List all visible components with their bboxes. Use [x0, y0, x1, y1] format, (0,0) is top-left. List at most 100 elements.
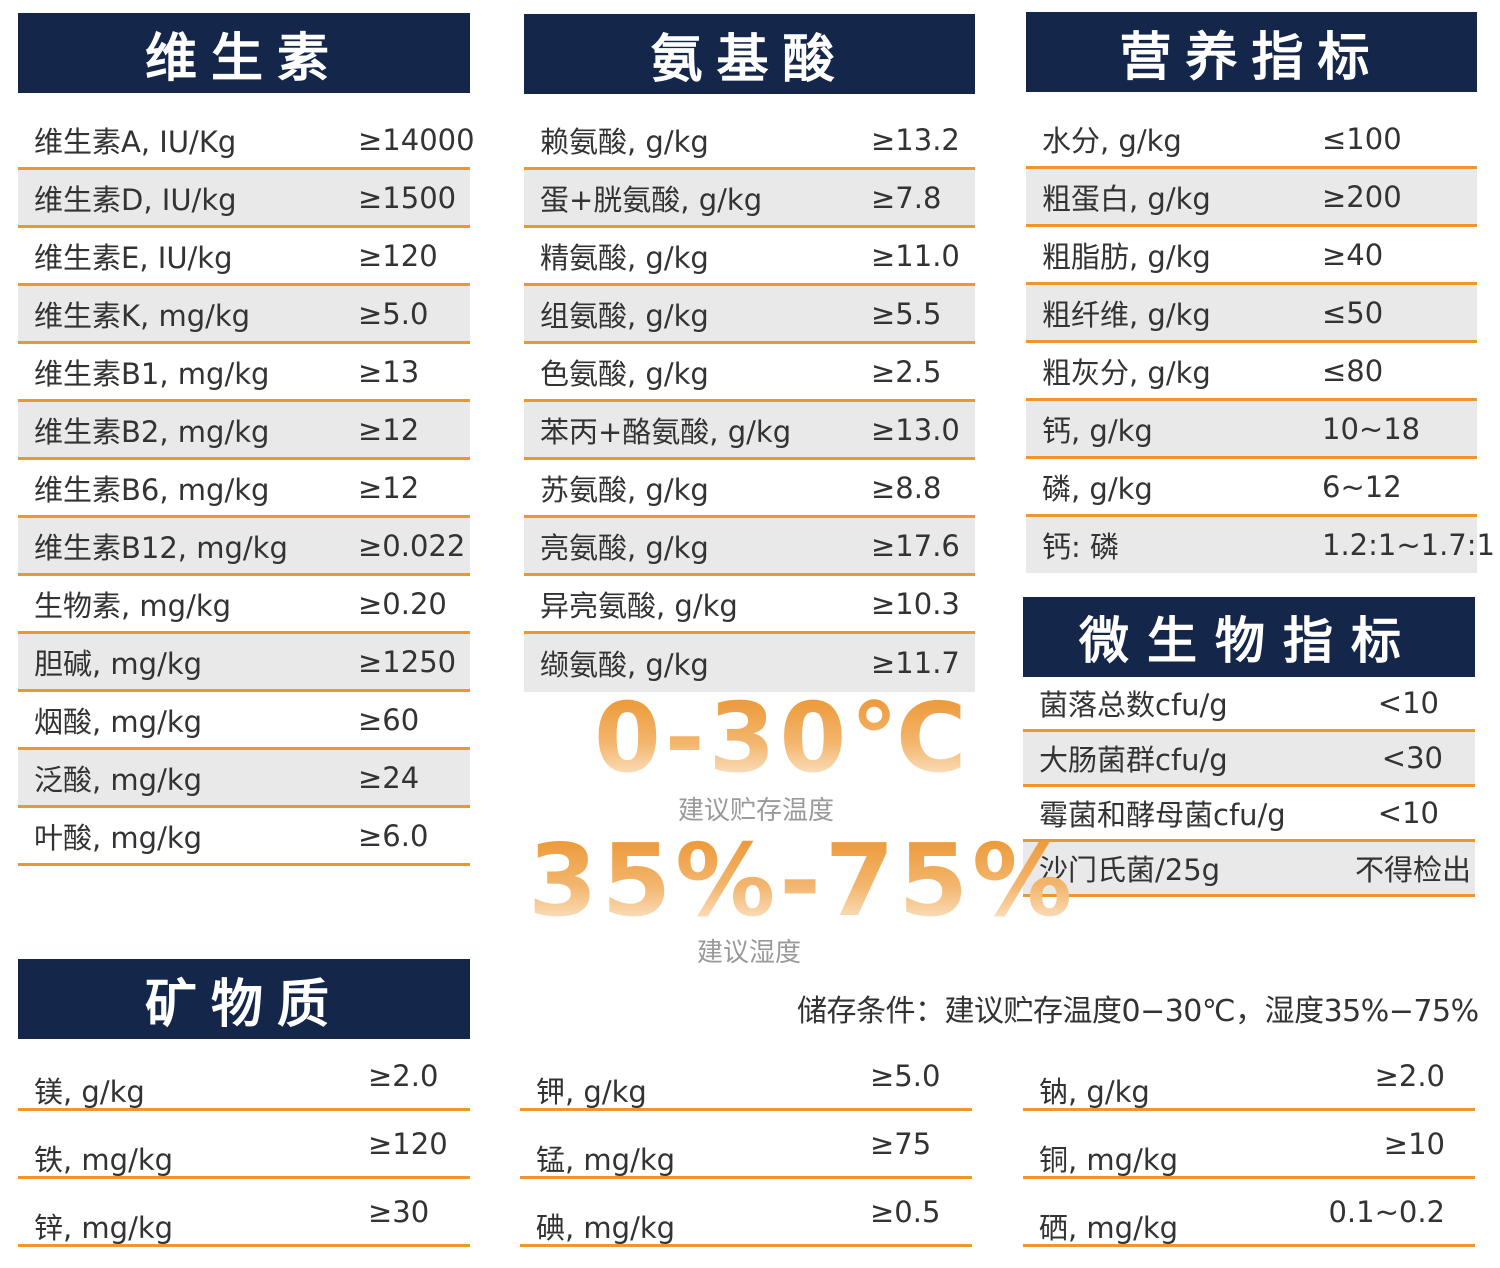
- row-label: 维生素A, IU/Kg: [34, 124, 237, 159]
- microbial-header: 微生物指标: [1023, 597, 1475, 677]
- table-row: 亮氨酸, g/kg ≥17.6: [524, 518, 975, 576]
- row-label: 维生素K, mg/kg: [34, 298, 251, 333]
- minerals-column-2: 钾, g/kg ≥5.0 锰, mg/kg ≥75 碘, mg/kg ≥0.5: [520, 1043, 972, 1247]
- amino-acids-panel: 氨基酸 赖氨酸, g/kg ≥13.2 蛋+胱氨酸, g/kg ≥7.8 精氨酸, …: [524, 14, 975, 692]
- row-value: ≥7.8: [871, 180, 942, 215]
- row-label: 维生素B2, mg/kg: [34, 414, 270, 449]
- row-value: ≥17.6: [871, 528, 960, 563]
- minerals-column-1: 镁, g/kg ≥2.0 铁, mg/kg ≥120 锌, mg/kg ≥30: [18, 1043, 470, 1247]
- row-value: ≥5.0: [358, 296, 429, 331]
- table-row: 维生素B6, mg/kg ≥12: [18, 460, 470, 518]
- row-label: 苏氨酸, g/kg: [540, 472, 709, 507]
- table-row: 钾, g/kg ≥5.0: [520, 1043, 972, 1111]
- table-row: 钠, g/kg ≥2.0: [1023, 1043, 1475, 1111]
- row-value: ≤100: [1322, 121, 1402, 156]
- temperature-caption: 建议贮存温度: [678, 796, 835, 826]
- table-row: 霉菌和酵母菌cfu/g <10: [1023, 787, 1475, 842]
- table-row: 维生素B1, mg/kg ≥13: [18, 344, 470, 402]
- row-label: 粗蛋白, g/kg: [1042, 181, 1211, 216]
- row-label: 钠, g/kg: [1039, 1075, 1150, 1109]
- row-value: ≥13.2: [871, 122, 960, 157]
- table-row: 硒, mg/kg 0.1~0.2: [1023, 1179, 1475, 1247]
- row-label: 苯丙+酪氨酸, g/kg: [540, 414, 792, 449]
- row-value: 10~18: [1322, 411, 1421, 446]
- vitamins-header: 维生素: [18, 13, 470, 93]
- table-row: 粗灰分, g/kg ≤80: [1026, 343, 1477, 401]
- table-row: 组氨酸, g/kg ≥5.5: [524, 286, 975, 344]
- microbial-table: 菌落总数cfu/g <10 大肠菌群cfu/g <30 霉菌和酵母菌cfu/g <10…: [1023, 677, 1475, 897]
- minerals-panel: 矿物质: [18, 959, 470, 1039]
- row-label: 锌, mg/kg: [34, 1211, 174, 1245]
- row-label: 钙: 磷: [1042, 530, 1119, 564]
- table-row: 赖氨酸, g/kg ≥13.2: [524, 112, 975, 170]
- humidity-caption: 建议湿度: [697, 938, 802, 968]
- row-value: ≥13.0: [871, 412, 960, 447]
- table-row: 色氨酸, g/kg ≥2.5: [524, 344, 975, 402]
- minerals-column-3: 钠, g/kg ≥2.0 铜, mg/kg ≥10 硒, mg/kg 0.1~0.2: [1023, 1043, 1475, 1247]
- nutrition-table: 水分, g/kg ≤100 粗蛋白, g/kg ≥200 粗脂肪, g/kg ≥40 …: [1026, 111, 1495, 573]
- table-row: 叶酸, mg/kg ≥6.0: [18, 808, 470, 866]
- table-row: 碘, mg/kg ≥0.5: [520, 1179, 972, 1247]
- row-label: 组氨酸, g/kg: [540, 298, 709, 333]
- row-label: 镁, g/kg: [34, 1075, 145, 1109]
- row-value: ≥120: [368, 1126, 448, 1161]
- table-row: 钙: 磷 1.2:1~1.7:1: [1026, 517, 1495, 573]
- row-value: ≥6.0: [358, 818, 429, 853]
- row-value: ≥0.022: [358, 528, 466, 563]
- table-row: 锌, mg/kg ≥30: [18, 1179, 470, 1247]
- row-value: <10: [1377, 796, 1439, 830]
- table-row: 维生素K, mg/kg ≥5.0: [18, 286, 470, 344]
- row-value: ≥30: [368, 1194, 430, 1229]
- table-row: 苯丙+酪氨酸, g/kg ≥13.0: [524, 402, 975, 460]
- table-row: 镁, g/kg ≥2.0: [18, 1043, 470, 1111]
- row-label: 粗灰分, g/kg: [1042, 355, 1211, 390]
- row-value: ≥60: [358, 702, 420, 737]
- row-label: 菌落总数cfu/g: [1039, 688, 1228, 722]
- row-label: 蛋+胱氨酸, g/kg: [540, 182, 763, 217]
- row-label: 维生素B1, mg/kg: [34, 356, 270, 391]
- row-value: ≥5.0: [870, 1058, 941, 1093]
- row-value: ≥14000: [358, 122, 475, 157]
- row-label: 叶酸, mg/kg: [34, 820, 203, 855]
- row-value: ≥0.5: [870, 1194, 941, 1229]
- row-label: 胆碱, mg/kg: [34, 646, 203, 681]
- row-value: ≥5.5: [871, 296, 942, 331]
- row-value: 0.1~0.2: [1328, 1194, 1445, 1229]
- row-value: ≥0.20: [358, 586, 447, 621]
- table-row: 异亮氨酸, g/kg ≥10.3: [524, 576, 975, 634]
- row-value: 1.2:1~1.7:1: [1322, 528, 1495, 562]
- row-value: ≥2.0: [368, 1058, 439, 1093]
- table-row: 磷, g/kg 6~12: [1026, 459, 1477, 517]
- row-value: ≥8.8: [871, 470, 942, 505]
- row-value: ≥1250: [358, 644, 457, 679]
- table-row: 缬氨酸, g/kg ≥11.7: [524, 634, 975, 692]
- storage-conditions-note: 储存条件：建议贮存温度0−30℃，湿度35%−75%: [797, 994, 1479, 1029]
- humidity-range: 35%-75%: [528, 822, 1077, 939]
- row-value: 6~12: [1322, 469, 1402, 504]
- table-row: 胆碱, mg/kg ≥1250: [18, 634, 470, 692]
- row-value: ≥24: [358, 760, 420, 795]
- row-value: ≥200: [1322, 179, 1402, 214]
- row-label: 异亮氨酸, g/kg: [540, 588, 738, 623]
- table-row: 锰, mg/kg ≥75: [520, 1111, 972, 1179]
- vitamins-panel: 维生素 维生素A, IU/Kg ≥14000 维生素D, IU/kg ≥1500 维…: [18, 13, 475, 866]
- row-label: 赖氨酸, g/kg: [540, 124, 709, 159]
- table-row: 维生素E, IU/kg ≥120: [18, 228, 470, 286]
- table-row: 维生素A, IU/Kg ≥14000: [18, 112, 475, 170]
- minerals-header: 矿物质: [18, 959, 470, 1039]
- row-label: 缬氨酸, g/kg: [540, 648, 709, 682]
- table-row: 粗脂肪, g/kg ≥40: [1026, 227, 1477, 285]
- row-value: ≥12: [358, 470, 420, 505]
- row-value: ≥120: [358, 238, 438, 273]
- row-value: ≥40: [1322, 237, 1384, 272]
- table-row: 粗纤维, g/kg ≤50: [1026, 285, 1477, 343]
- vitamins-table: 维生素A, IU/Kg ≥14000 维生素D, IU/kg ≥1500 维生素E,…: [18, 112, 475, 866]
- row-label: 钙, g/kg: [1042, 413, 1153, 448]
- row-value: ≥75: [870, 1126, 932, 1161]
- row-label: 铜, mg/kg: [1039, 1143, 1179, 1177]
- row-value: 不得检出: [1354, 853, 1471, 887]
- table-row: 铜, mg/kg ≥10: [1023, 1111, 1475, 1179]
- microbial-panel: 微生物指标 菌落总数cfu/g <10 大肠菌群cfu/g <30 霉菌和酵母菌cf…: [1023, 597, 1475, 897]
- row-label: 色氨酸, g/kg: [540, 356, 709, 391]
- row-label: 精氨酸, g/kg: [540, 240, 709, 275]
